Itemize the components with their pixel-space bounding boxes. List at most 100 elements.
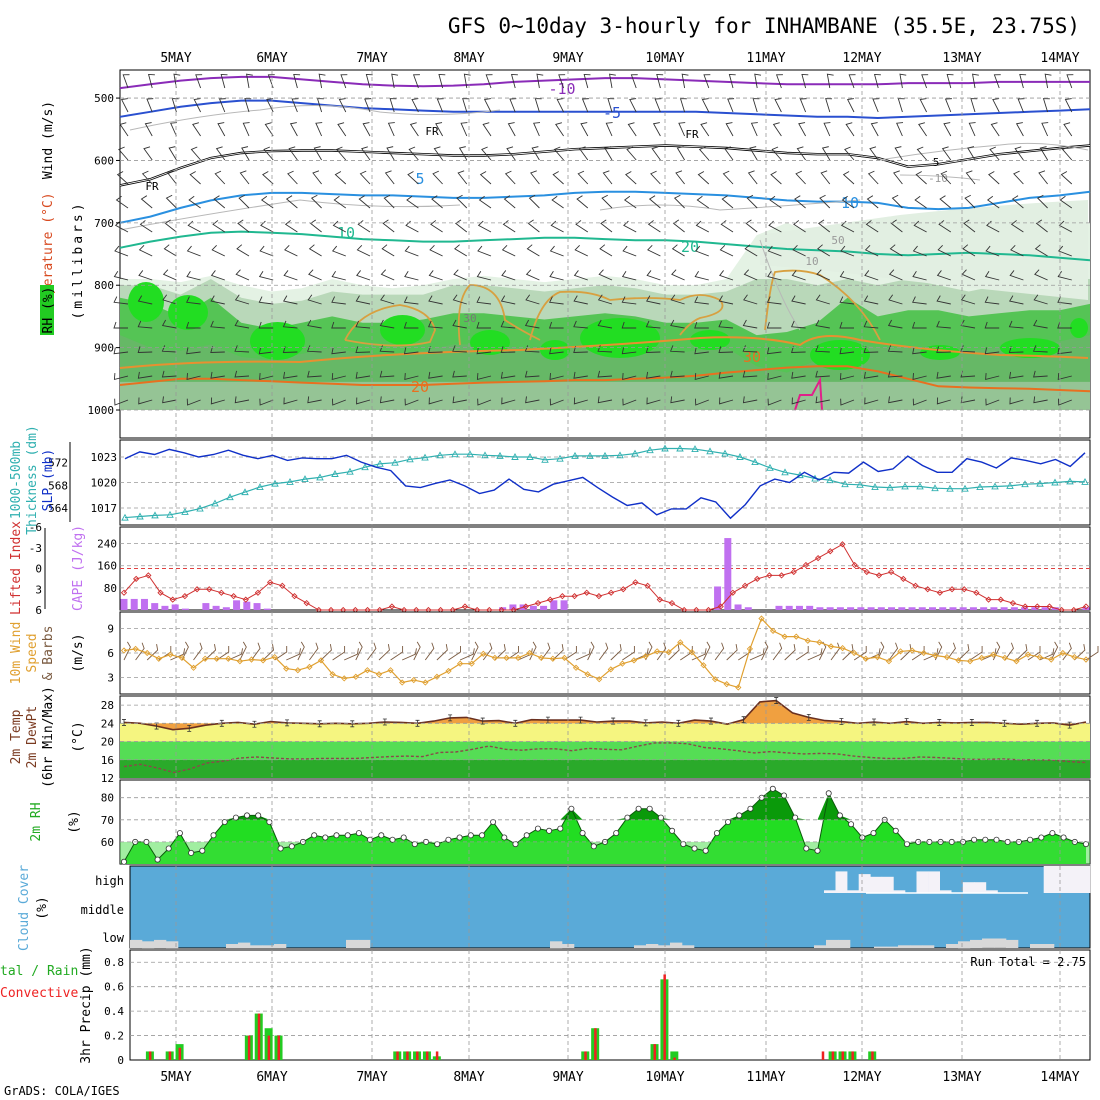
thickness-point-30 [571, 451, 579, 459]
upper-barb-4-18 [552, 171, 564, 185]
wind-speed-point-65 [874, 653, 881, 661]
upper-barb-5-9 [333, 195, 347, 209]
cape-bar-9 [212, 605, 220, 610]
wind10-barb-35 [529, 641, 537, 661]
upper-barb-3-27 [771, 146, 782, 161]
cape-bar-43 [560, 600, 568, 610]
wind-speed-point-19 [341, 675, 348, 682]
wind-speed-point-3 [155, 655, 162, 662]
precip-conv-bar-70 [831, 1051, 835, 1060]
upper-barb-13-17 [525, 396, 540, 404]
wind10-barb-72 [958, 644, 970, 661]
upper-barb-4-3 [189, 171, 201, 185]
rh2m-point-55 [736, 812, 743, 819]
thickness-point-21 [436, 451, 444, 459]
upper-barb-3-2 [168, 146, 177, 161]
upper-barb-3-17 [531, 146, 540, 161]
lifted-point-11 [254, 589, 262, 596]
upper-barb-11-22 [645, 346, 661, 353]
upper-barb-3-22 [651, 146, 661, 161]
wind-speed-point-78 [1024, 651, 1032, 658]
upper-barb-0-12 [412, 74, 420, 89]
upper-barb-11-3 [186, 347, 201, 355]
upper-barb-0-36 [993, 74, 1001, 89]
thickness-point-54 [931, 484, 939, 492]
upper-barb-0-10 [365, 73, 373, 89]
upper-barb-4-24 [697, 171, 710, 185]
upper-barb-10-12 [403, 321, 419, 329]
upper-barb-0-19 [583, 73, 591, 89]
thickness-point-29 [556, 454, 564, 462]
upper-barb-0-34 [946, 73, 954, 89]
upper-barb-2-1 [144, 122, 153, 137]
wind-speed-point-69 [920, 649, 927, 657]
upper-barb-1-3 [193, 98, 202, 113]
cloud-low-bar-46 [682, 945, 695, 948]
upper-barb-6-17 [527, 219, 540, 233]
wind10-barb-0 [123, 641, 131, 661]
upper-barb-4-16 [504, 170, 516, 185]
upper-barb-9-19 [573, 295, 588, 305]
upper-barb-8-3 [186, 271, 201, 281]
cape-lifted-panel: 80 160 240 -6 -3 0 3 6 Lifted Index CAPE (J/kg) [9, 521, 1091, 617]
contour-label-1: -5 [603, 104, 621, 122]
upper-barb-8-26 [743, 269, 758, 281]
upper-barb-8-5 [235, 269, 250, 281]
upper-barb-11-32 [887, 345, 903, 353]
upper-barb-6-14 [454, 219, 468, 233]
thickness-point-3 [166, 510, 174, 518]
upper-barb-12-19 [573, 371, 588, 379]
upper-barb-6-38 [1035, 219, 1048, 233]
upper-barb-5-13 [431, 195, 443, 209]
upper-barb-12-34 [936, 371, 951, 379]
cape-bar-65 [785, 605, 793, 610]
upper-barb-13-11 [379, 396, 395, 404]
upper-barb-13-10 [356, 397, 371, 405]
temp-minmax-42 [806, 714, 811, 721]
lifted-point-22 [388, 603, 396, 610]
rh2m-point-38 [546, 827, 553, 834]
rh-label-a: 2m RH [29, 802, 44, 841]
wind10-panel: 3 6 9 10m Wind Speed & Barbs (m/s) [9, 611, 1099, 695]
precip-panel-content: 0 0.2 0.4 0.6 0.8 [104, 950, 1090, 1067]
upper-barb-3-11 [386, 146, 395, 161]
wind-speed-point-54 [746, 645, 754, 653]
upper-barb-13-19 [573, 397, 588, 405]
cape-bar-42 [550, 600, 558, 610]
thickness-point-4 [181, 508, 189, 515]
upper-barb-4-17 [530, 170, 540, 185]
wind10-barb-56 [772, 642, 783, 661]
thickness-point-25 [496, 451, 504, 459]
upper-barb-13-36 [985, 398, 1000, 406]
upper-barb-7-22 [647, 245, 661, 257]
upper-barb-9-9 [331, 296, 346, 305]
upper-barb-6-35 [963, 219, 976, 233]
precip-tick-1: 0.2 [104, 1030, 124, 1043]
upper-barb-11-18 [549, 347, 564, 355]
upper-barb-7-10 [356, 245, 371, 257]
lifted-point-50 [729, 589, 736, 596]
thickness-point-20 [421, 453, 429, 461]
upper-barb-11-25 [718, 346, 734, 353]
upper-barb-12-25 [718, 371, 734, 379]
upper-barb-9-20 [597, 294, 613, 305]
upper-barb-10-20 [597, 319, 613, 329]
upper-barb-5-10 [358, 195, 371, 209]
lifted-point-1 [133, 575, 140, 583]
upper-barb-4-23 [675, 170, 685, 185]
upper-barb-0-26 [754, 73, 762, 89]
upper-barb-0-35 [972, 73, 979, 89]
wind-speed-point-48 [677, 639, 684, 646]
cloud-low-bar-66 [922, 945, 935, 948]
lifted-point-39 [595, 593, 603, 600]
upper-barb-9-0 [113, 296, 129, 305]
cloud-level-middle: middle [81, 903, 124, 917]
lifted-point-10 [242, 596, 249, 603]
upper-barb-6-20 [600, 219, 613, 233]
upper-barb-2-16 [507, 122, 516, 137]
rh2m-point-21 [355, 830, 362, 837]
upper-barb-7-9 [331, 245, 346, 257]
upper-barb-1-26 [752, 98, 760, 113]
rh2m-point-11 [243, 812, 250, 819]
upper-barb-9-12 [403, 296, 419, 305]
